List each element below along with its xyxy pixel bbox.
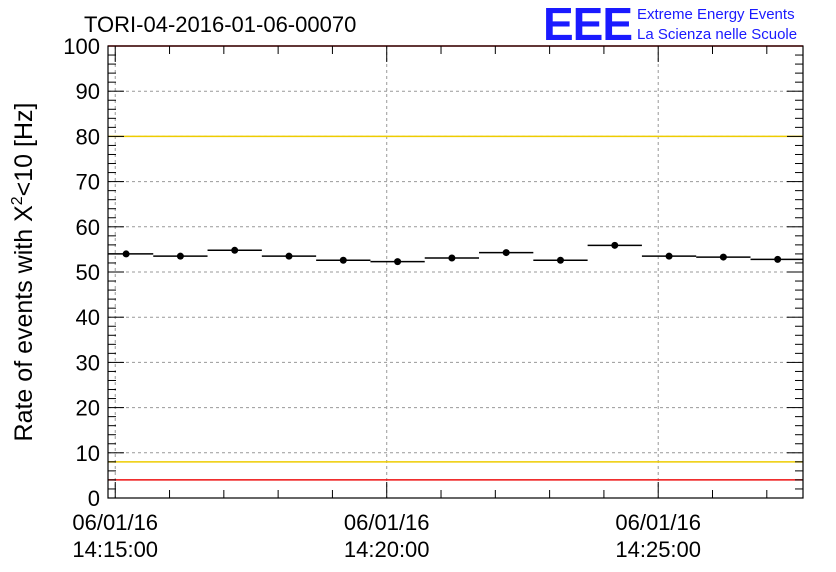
y-tick-label: 100 [63, 34, 100, 59]
x-axis-ticks: 06/01/1614:15:0006/01/1614:20:0006/01/16… [72, 46, 701, 562]
logo-eee-text: EEE [543, 0, 632, 50]
data-point [774, 255, 782, 263]
y-tick-label: 50 [76, 260, 100, 285]
data-point [611, 241, 619, 249]
y-tick-label: 10 [76, 441, 100, 466]
y-tick-label: 20 [76, 396, 100, 421]
y-axis-label: Rate of events with X2<10 [Hz] [9, 103, 38, 442]
data-points [108, 241, 803, 266]
x-tick-time-label: 14:25:00 [615, 537, 701, 562]
chart-title: TORI-04-2016-01-06-00070 [84, 12, 356, 37]
x-tick-date-label: 06/01/16 [72, 510, 158, 535]
x-tick-time-label: 14:20:00 [344, 537, 430, 562]
data-point [556, 256, 564, 264]
data-point [231, 246, 239, 254]
data-point [394, 258, 402, 266]
y-tick-label: 60 [76, 215, 100, 240]
y-tick-label: 0 [88, 486, 100, 511]
logo-line-1: Extreme Energy Events [637, 6, 795, 23]
y-tick-label: 40 [76, 305, 100, 330]
data-point [339, 256, 347, 264]
x-tick-time-label: 14:15:00 [72, 537, 158, 562]
data-point [122, 250, 130, 258]
data-point [502, 249, 510, 257]
y-tick-label: 90 [76, 79, 100, 104]
data-point [665, 252, 673, 260]
data-point [176, 252, 184, 260]
data-point [719, 253, 727, 261]
data-point [285, 252, 293, 260]
x-tick-date-label: 06/01/16 [344, 510, 430, 535]
y-tick-label: 30 [76, 350, 100, 375]
logo-line-2: La Scienza nelle Scuole [637, 26, 797, 43]
eee-logo: EEE Extreme Energy Events La Scienza nel… [543, 0, 797, 50]
y-tick-label: 80 [76, 124, 100, 149]
y-tick-label: 70 [76, 170, 100, 195]
y-axis-ticks: 0 10 20 30 40 50 60 70 80 90 100 [63, 34, 803, 511]
grid-lines [108, 46, 803, 498]
minor-ticks [108, 46, 803, 498]
reference-lines [108, 45, 803, 481]
x-tick-date-label: 06/01/16 [615, 510, 701, 535]
data-point [448, 254, 456, 262]
